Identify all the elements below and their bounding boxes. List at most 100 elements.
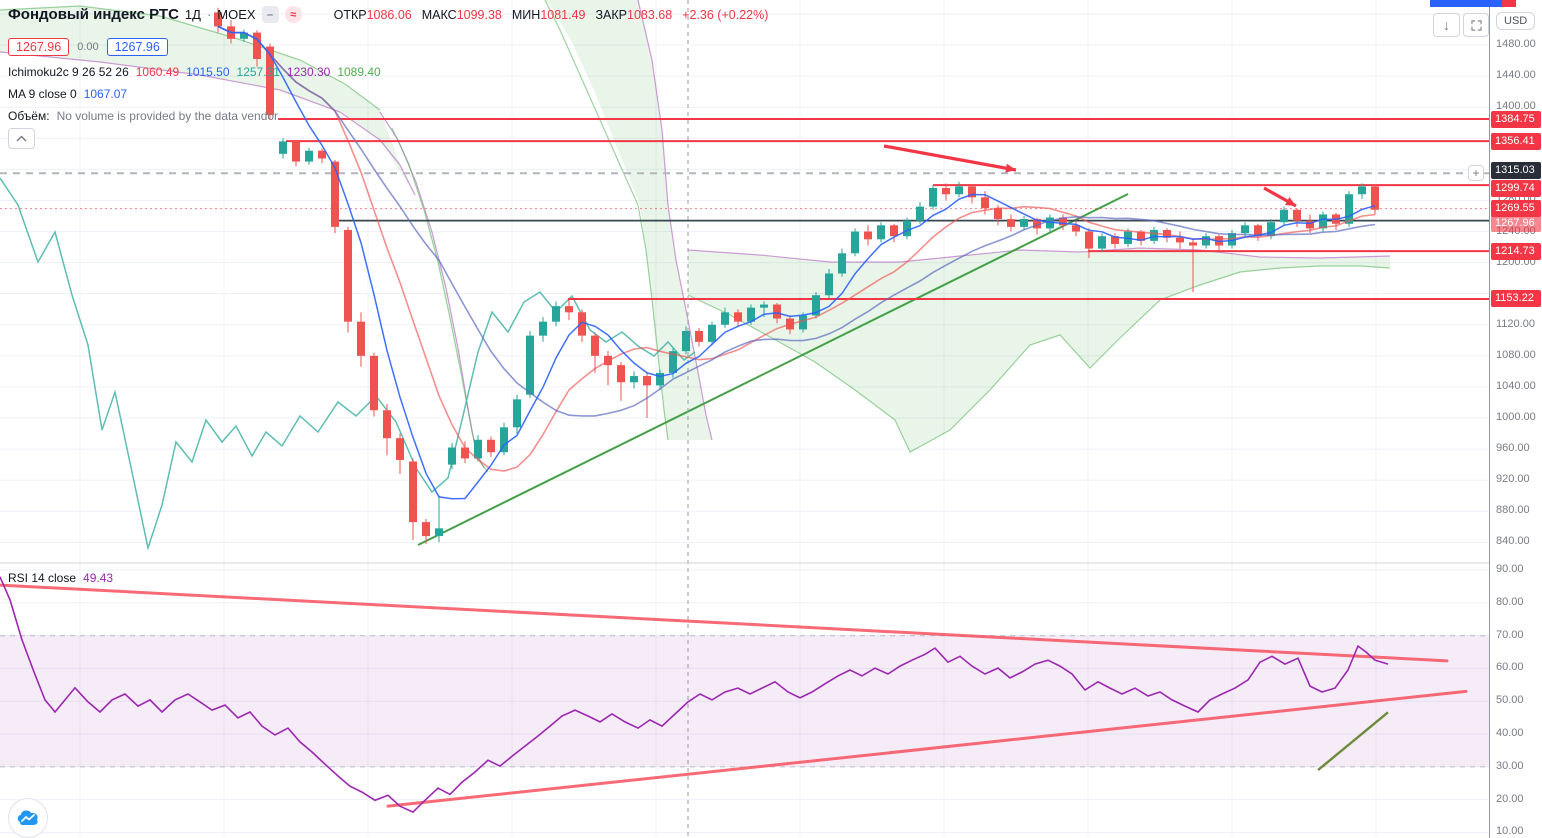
top-red-strip xyxy=(1502,0,1516,7)
high-label: МАКС xyxy=(421,7,457,22)
price-axis-tick: 1400.00 xyxy=(1496,100,1536,113)
rsi-axis-tick: 20.00 xyxy=(1496,792,1524,805)
ichimoku-value-senkou-a: 1230.30 xyxy=(286,65,331,79)
currency-button[interactable]: USD xyxy=(1496,12,1536,30)
ohlc-values: ОТКР1086.06 МАКС1099.38 МИН1081.49 ЗАКР1… xyxy=(334,8,769,22)
price-axis-tick: 960.00 xyxy=(1496,442,1530,455)
price-level-label[interactable]: 1214.73 xyxy=(1491,242,1541,260)
candle xyxy=(955,186,963,195)
scroll-down-button[interactable]: ↓ xyxy=(1433,13,1460,37)
candle xyxy=(682,330,690,352)
add-alert-plus-button[interactable]: + xyxy=(1468,165,1484,181)
ma-legend-row[interactable]: MA 9 close 0 1067.07 xyxy=(8,87,127,101)
candle xyxy=(877,225,885,240)
price-axis[interactable]: USD 1480.001440.001400.001280.001240.001… xyxy=(1489,0,1542,838)
candle xyxy=(864,231,872,240)
ichimoku-value-kijun: 1015.50 xyxy=(186,65,230,79)
candle xyxy=(773,304,781,319)
rsi-trendline[interactable] xyxy=(0,583,1449,663)
collapse-legend-button[interactable] xyxy=(8,128,35,149)
high-value: 1099.38 xyxy=(456,7,502,22)
timeframe[interactable]: 1Д xyxy=(184,7,201,22)
last-price-label[interactable]: 1267.96 xyxy=(1491,215,1541,233)
price-level-label[interactable]: 1269.55 xyxy=(1491,200,1541,218)
candle xyxy=(383,410,391,439)
candle xyxy=(1267,222,1275,237)
ichimoku-legend-row[interactable]: Ichimoku2c 9 26 52 26 1060.49 1015.50 12… xyxy=(8,65,381,79)
candle xyxy=(656,372,664,386)
candle xyxy=(292,141,300,162)
candle xyxy=(838,253,846,274)
candle xyxy=(1371,186,1379,210)
price-axis-tick: 840.00 xyxy=(1496,535,1530,548)
candle xyxy=(1046,217,1054,229)
sell-price-button[interactable]: 1267.96 xyxy=(8,38,70,56)
rsi-band xyxy=(0,635,1489,767)
exchange[interactable]: MOEX xyxy=(217,7,256,22)
low-label: МИН xyxy=(511,7,541,22)
red-arrow-annotation[interactable] xyxy=(883,144,1017,172)
low-value: 1081.49 xyxy=(540,7,586,22)
candles-group xyxy=(214,7,1379,544)
price-axis-tick: 880.00 xyxy=(1496,504,1530,517)
candle xyxy=(461,447,469,459)
price-level-label[interactable]: 1299.74 xyxy=(1491,179,1541,197)
ma-line xyxy=(217,25,1376,417)
volume-label: Объём: xyxy=(8,109,50,123)
candle xyxy=(409,461,417,523)
candle xyxy=(916,206,924,221)
candle xyxy=(266,46,274,115)
candle xyxy=(799,315,807,330)
quote-row: 1267.96 0.00 1267.96 xyxy=(8,38,168,56)
candle xyxy=(1007,219,1015,227)
candle xyxy=(1319,214,1327,229)
fullscreen-button[interactable] xyxy=(1463,13,1489,37)
volume-legend-row[interactable]: Объём: No volume is provided by the data… xyxy=(8,109,281,123)
candle xyxy=(214,12,222,27)
price-level-label[interactable]: 1153.22 xyxy=(1491,290,1541,308)
red-arrow-head xyxy=(1285,197,1296,206)
candle xyxy=(240,32,248,39)
ma-label: MA 9 close 0 xyxy=(8,87,77,101)
price-axis-tick: 1440.00 xyxy=(1496,69,1536,82)
candle xyxy=(617,365,625,383)
candle xyxy=(695,330,703,342)
price-axis-tick: 1080.00 xyxy=(1496,348,1536,361)
candle xyxy=(890,225,898,237)
price-level-label[interactable]: 1315.03 xyxy=(1491,161,1541,179)
status-dash-icon[interactable]: – xyxy=(261,6,279,23)
price-level-label[interactable]: 1384.75 xyxy=(1491,110,1541,128)
candle xyxy=(357,321,365,356)
rsi-olive-segment[interactable] xyxy=(1317,711,1389,772)
rsi-trendline[interactable] xyxy=(386,689,1468,808)
ichimoku-label: Ichimoku2c 9 26 52 26 xyxy=(8,65,129,79)
symbol-title[interactable]: Фондовый индекс РТС xyxy=(8,6,179,23)
candle xyxy=(734,312,742,322)
candle xyxy=(318,150,326,159)
candle xyxy=(487,439,495,453)
candle xyxy=(370,355,378,411)
rsi-axis-tick: 30.00 xyxy=(1496,759,1524,772)
buy-price-button[interactable]: 1267.96 xyxy=(106,38,168,56)
rsi-axis-tick: 10.00 xyxy=(1496,825,1524,838)
chart-logo-button[interactable] xyxy=(8,798,48,838)
candle xyxy=(279,141,287,154)
candle xyxy=(565,306,573,313)
rsi-legend-row[interactable]: RSI 14 close 49.43 xyxy=(8,571,113,585)
candle xyxy=(396,438,404,460)
candle xyxy=(1150,229,1158,241)
candle xyxy=(1137,231,1145,241)
price-level-label[interactable]: 1356.41 xyxy=(1491,132,1541,150)
ma-value: 1067.07 xyxy=(83,87,128,101)
green-trendline[interactable] xyxy=(417,193,1129,546)
ichimoku-value-chikou: 1257.31 xyxy=(236,65,280,79)
candle xyxy=(747,307,755,322)
rsi-value: 49.43 xyxy=(83,571,114,585)
rsi-axis-tick: 60.00 xyxy=(1496,661,1524,674)
delayed-data-icon[interactable]: ≈ xyxy=(284,6,302,23)
open-value: 1086.06 xyxy=(366,7,412,22)
candle xyxy=(1020,219,1028,227)
close-value: 1083.68 xyxy=(627,7,673,22)
rsi-axis-tick: 90.00 xyxy=(1496,563,1524,575)
